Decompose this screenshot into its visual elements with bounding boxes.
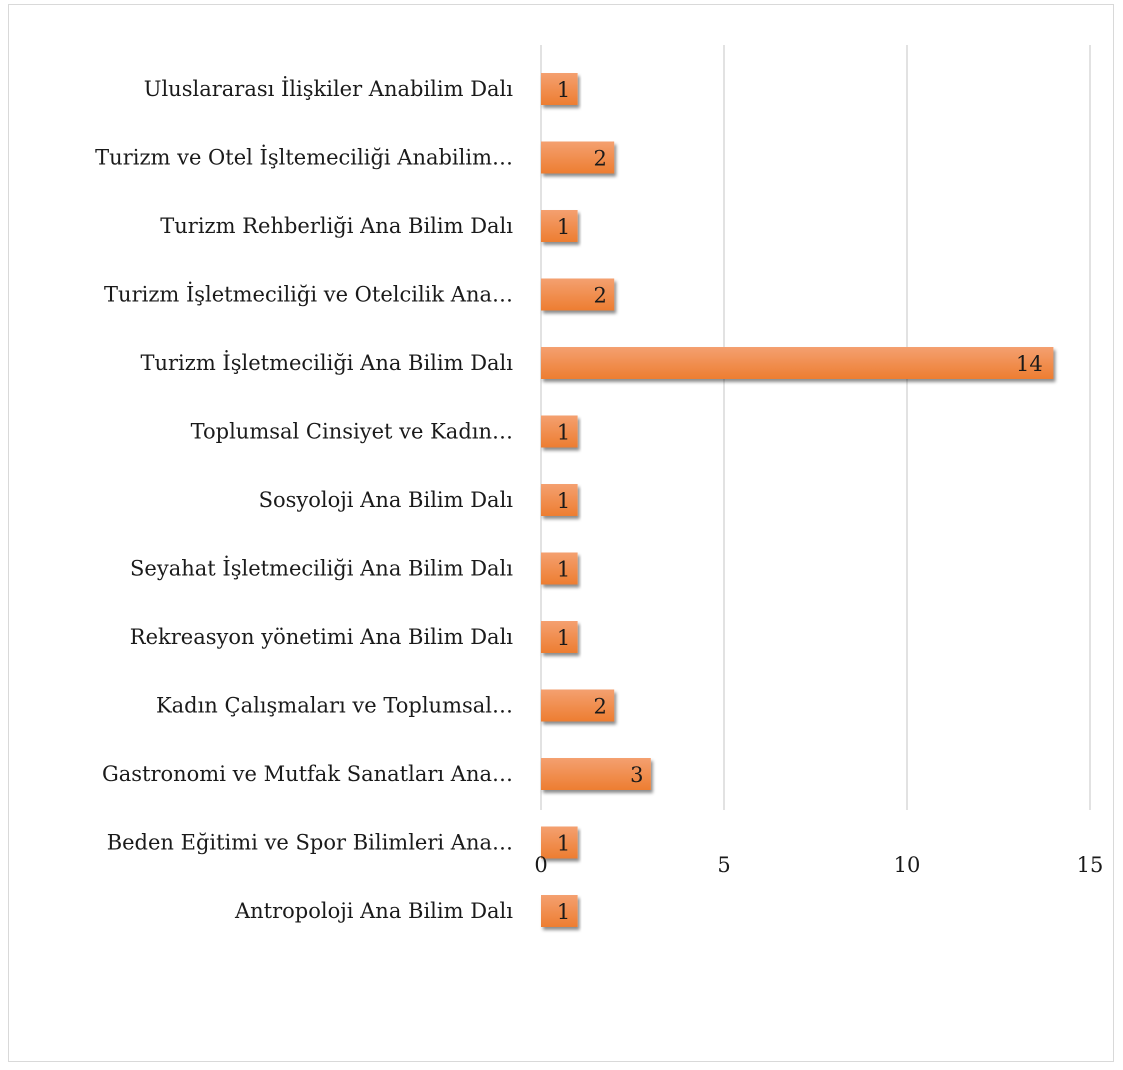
data-label-12: 1 (557, 900, 570, 924)
bar-5 (541, 415, 578, 448)
category-label-11: Beden Eğitimi ve Spor Bilimleri Ana… (107, 831, 513, 855)
category-label-7: Seyahat İşletmeciliği Ana Bilim Dalı (130, 557, 513, 581)
x-tick-label-1: 5 (717, 853, 730, 877)
data-label-3: 2 (594, 284, 607, 308)
x-tick-label-2: 10 (894, 853, 921, 877)
bar-11 (541, 826, 578, 859)
data-label-9: 2 (594, 695, 607, 719)
data-label-0: 1 (557, 78, 570, 102)
x-axis-ticks: 0 5 10 15 (534, 853, 1103, 877)
x-tick-label-3: 15 (1077, 853, 1104, 877)
category-label-10: Gastronomi ve Mutfak Sanatları Ana… (102, 762, 513, 786)
data-label-4: 14 (1016, 352, 1043, 376)
data-label-6: 1 (557, 489, 570, 513)
category-label-5: Toplumsal Cinsiyet ve Kadın… (191, 420, 513, 444)
category-label-1: Turizm ve Otel İşltemeciliği Anabilim… (95, 146, 513, 170)
bar-12 (541, 895, 578, 927)
category-label-4: Turizm İşletmeciliği Ana Bilim Dalı (140, 351, 513, 375)
chart-frame: 1 2 1 2 14 1 1 1 1 2 3 1 1 Uluslararası İlişkiler An… (8, 4, 1114, 1062)
data-label-10: 3 (630, 763, 643, 787)
category-labels: Uluslararası İlişkiler Anabilim Dalı Turi… (95, 77, 513, 923)
bar-6 (541, 484, 578, 516)
category-label-8: Rekreasyon yönetimi Ana Bilim Dalı (130, 625, 513, 649)
data-label-11: 1 (557, 832, 570, 856)
category-label-0: Uluslararası İlişkiler Anabilim Dalı (144, 77, 514, 101)
bar-4 (541, 347, 1054, 379)
x-tick-label-0: 0 (534, 853, 547, 877)
bar-0 (541, 73, 578, 105)
category-label-9: Kadın Çalışmaları ve Toplumsal… (156, 694, 513, 718)
bar-8 (541, 621, 578, 653)
bars: 1 2 1 2 14 1 1 1 1 2 3 1 1 (541, 73, 1054, 927)
bar-7 (541, 552, 578, 585)
bar-9 (541, 689, 615, 722)
bar-1 (541, 141, 615, 174)
data-label-2: 1 (557, 215, 570, 239)
category-label-12: Antropoloji Ana Bilim Dalı (234, 899, 513, 923)
data-label-7: 1 (557, 558, 570, 582)
bar-10 (541, 758, 651, 790)
bar-2 (541, 210, 578, 242)
bar-3 (541, 278, 615, 311)
data-label-5: 1 (557, 421, 570, 445)
category-label-2: Turizm Rehberliği Ana Bilim Dalı (160, 214, 513, 238)
grid-lines (540, 45, 1091, 810)
bar-chart: 1 2 1 2 14 1 1 1 1 2 3 1 1 Uluslararası İlişkiler An… (95, 45, 1103, 927)
data-label-8: 1 (557, 626, 570, 650)
category-label-6: Sosyoloji Ana Bilim Dalı (259, 488, 514, 512)
category-label-3: Turizm İşletmeciliği ve Otelcilik Ana… (104, 283, 513, 307)
data-label-1: 2 (594, 147, 607, 171)
